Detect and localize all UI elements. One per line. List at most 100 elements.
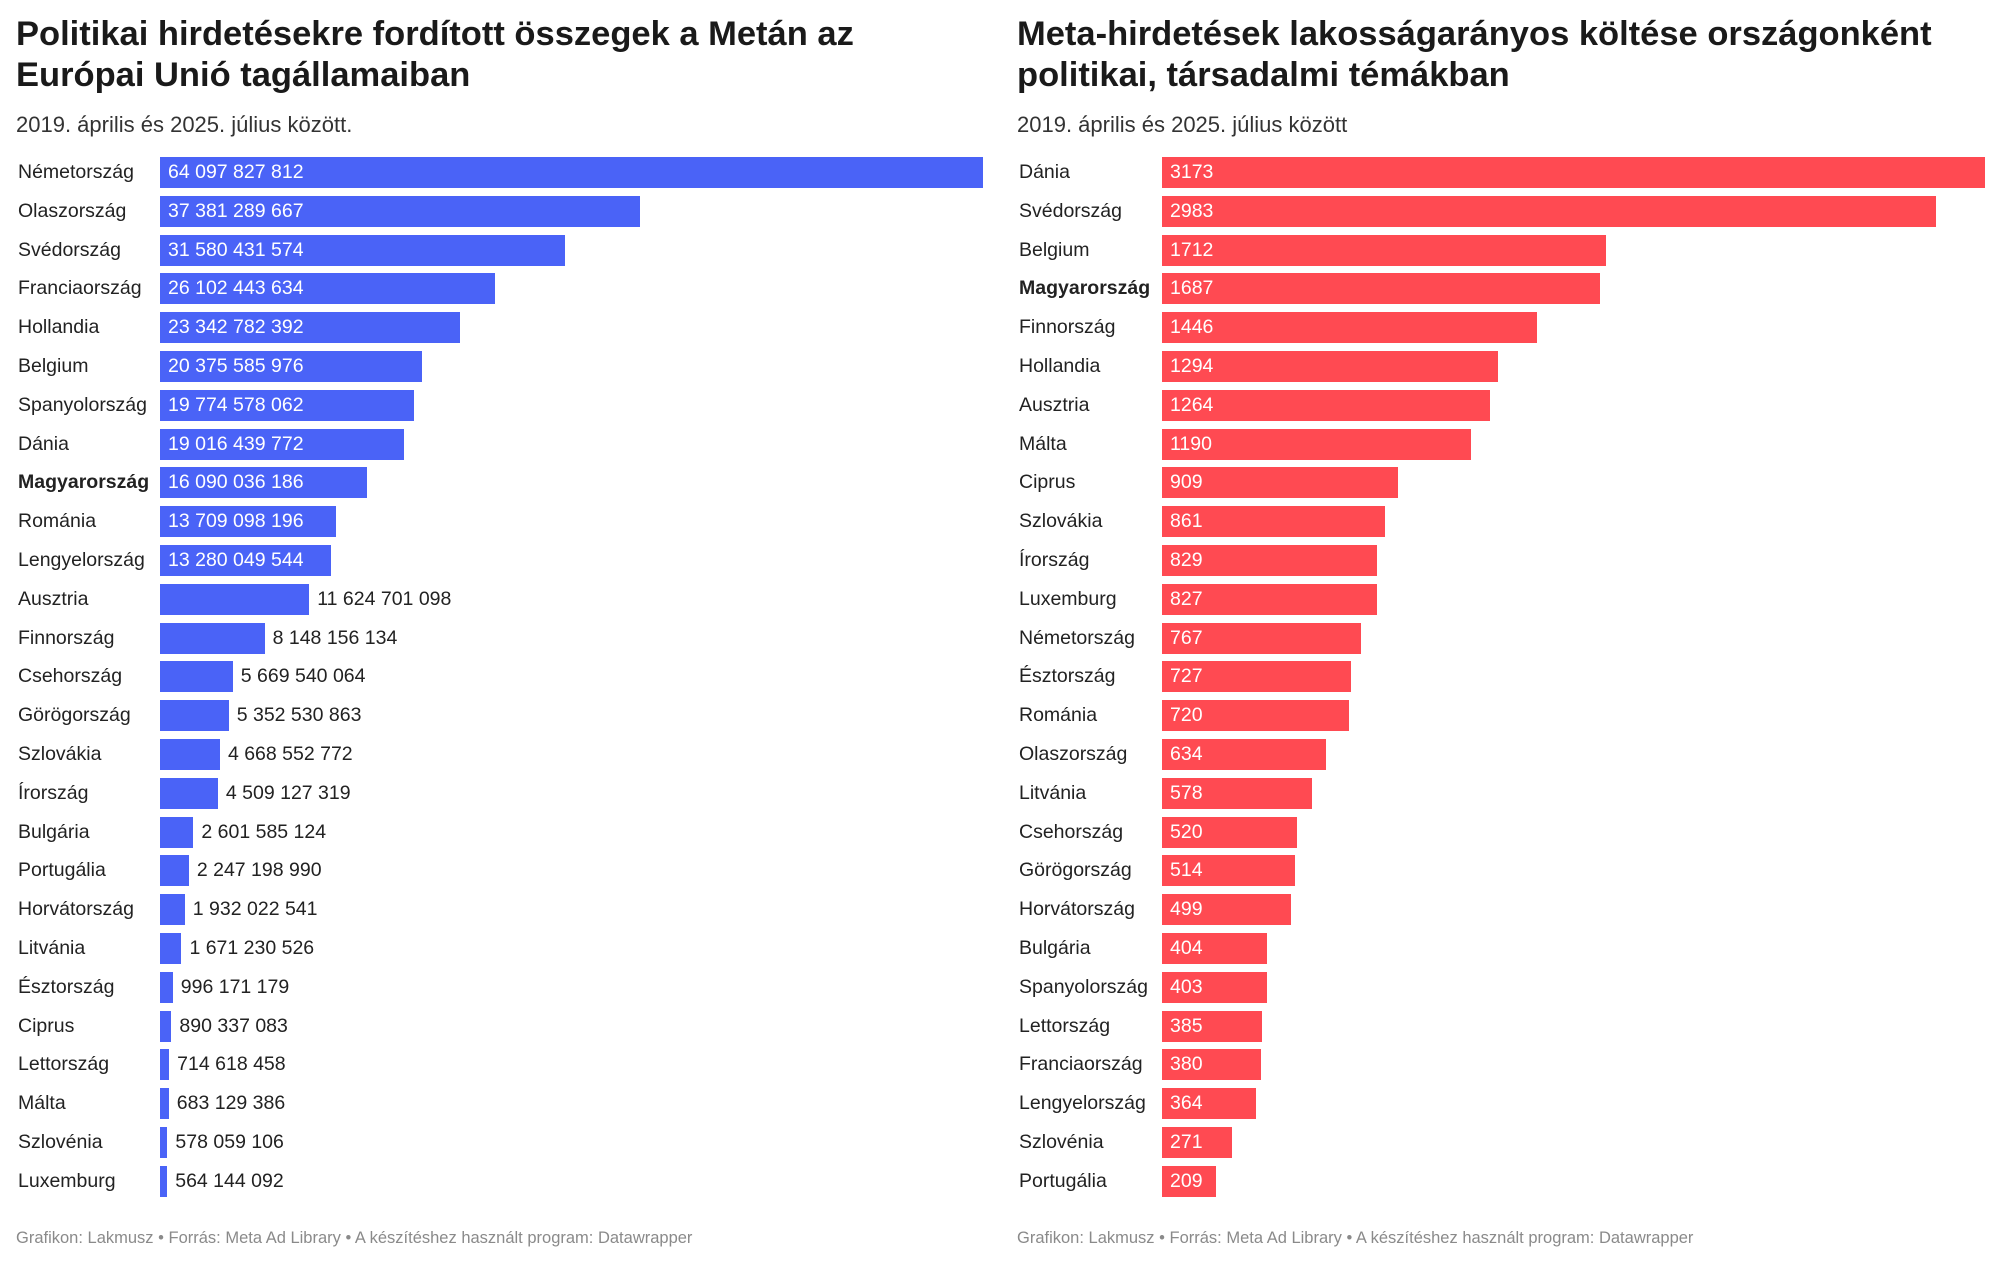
category-label: Németország xyxy=(1019,626,1135,649)
value-label: 4 668 552 772 xyxy=(227,743,353,765)
category-label: Románia xyxy=(18,510,97,533)
category-label: Málta xyxy=(18,1092,66,1115)
category-label: Szlovákia xyxy=(1019,510,1103,533)
value-label: 634 xyxy=(1170,743,1203,765)
category-label: Lengyelország xyxy=(1019,1092,1146,1115)
value-label: 890 337 083 xyxy=(179,1014,288,1037)
value-label: 514 xyxy=(1170,859,1203,882)
category-label: Észtország xyxy=(18,975,115,998)
bar xyxy=(1162,661,1351,693)
category-label: Portugália xyxy=(18,859,106,882)
bar xyxy=(1162,312,1538,344)
category-label: Málta xyxy=(1019,432,1067,455)
value-label: 564 144 092 xyxy=(175,1169,284,1192)
value-label: 727 xyxy=(1170,665,1203,688)
bar xyxy=(1162,234,1607,266)
category-label: Ciprus xyxy=(1019,471,1076,494)
category-label: Dánia xyxy=(18,432,69,455)
value-label: 2 247 198 990 xyxy=(196,859,322,882)
value-label: 209 xyxy=(1170,1169,1203,1192)
bar xyxy=(1162,467,1398,499)
bar xyxy=(1162,894,1292,926)
category-label: Belgium xyxy=(18,355,89,377)
bar-row: Magyarország 16 090 036 186 xyxy=(16,465,1006,500)
bar-row: Belgium 1712 xyxy=(1017,233,2000,268)
value-label: 380 xyxy=(1170,1053,1203,1076)
bar xyxy=(1162,855,1296,887)
category-label: Litvánia xyxy=(1019,781,1087,804)
value-label: 827 xyxy=(1170,587,1203,610)
bar-row: Luxemburg 827 xyxy=(1017,582,2000,617)
bar xyxy=(160,583,310,615)
bar-row: Málta 683 129 386 xyxy=(16,1086,1006,1121)
value-label: 23 342 782 392 xyxy=(168,316,304,339)
value-label: 767 xyxy=(1170,626,1203,649)
bar xyxy=(160,273,496,305)
bar xyxy=(1162,583,1377,615)
chart-subtitle: 2019. április és 2025. július között xyxy=(1017,112,1348,137)
bar xyxy=(1162,428,1471,460)
bar xyxy=(1162,273,1600,305)
bar-row: Olaszország 37 381 289 667 xyxy=(16,194,1006,229)
bar xyxy=(1162,622,1361,654)
value-label: 404 xyxy=(1170,937,1203,959)
category-label: Ausztria xyxy=(1019,393,1090,416)
bar xyxy=(1162,351,1498,382)
bar-row: Svédország 31 580 431 574 xyxy=(16,233,1006,268)
category-label: Szlovénia xyxy=(18,1131,103,1153)
category-label: Horvátország xyxy=(1019,898,1135,921)
bar-row: Csehország 5 669 540 064 xyxy=(16,659,1006,694)
bar xyxy=(1162,971,1267,1003)
value-label: 31 580 431 574 xyxy=(168,238,304,261)
bar xyxy=(1162,545,1378,576)
bar-row: Dánia 3173 xyxy=(1017,155,2000,190)
value-label: 2 601 585 124 xyxy=(201,820,327,843)
chart-subtitle: 2019. április és 2025. július között. xyxy=(16,112,353,137)
category-label: Litvánia xyxy=(18,937,86,959)
value-label: 1687 xyxy=(1170,277,1214,300)
bar xyxy=(160,971,173,1003)
value-label: 909 xyxy=(1170,471,1203,494)
bar-row: Belgium 20 375 585 976 xyxy=(16,349,1006,384)
chart-title: Meta-hirdetések lakosságarányos költése … xyxy=(1017,15,1932,94)
bar-row: Észtország 727 xyxy=(1017,659,2000,694)
bar xyxy=(1162,700,1349,732)
value-label: 1 932 022 541 xyxy=(192,898,318,921)
bar-row: Bulgária 404 xyxy=(1017,931,2000,966)
category-label: Bulgária xyxy=(18,820,90,843)
bar xyxy=(160,506,337,538)
value-label: 385 xyxy=(1170,1014,1203,1037)
bar-row: Horvátország 1 932 022 541 xyxy=(16,892,1006,927)
value-label: 271 xyxy=(1170,1131,1203,1153)
category-label: Svédország xyxy=(18,238,121,261)
bar-row: Portugália 209 xyxy=(1017,1164,2000,1199)
bar-row: Németország 64 097 827 812 xyxy=(16,155,1006,190)
category-label: Finnország xyxy=(18,626,115,649)
category-label: Franciaország xyxy=(1019,1053,1143,1076)
bar xyxy=(1162,389,1490,421)
bar-row: Svédország 2983 xyxy=(1017,194,2000,229)
category-label: Belgium xyxy=(1019,238,1090,261)
category-label: Luxemburg xyxy=(18,1169,116,1192)
bar xyxy=(160,428,405,460)
bar xyxy=(160,816,194,848)
category-label: Görögország xyxy=(1019,859,1132,882)
category-label: Olaszország xyxy=(18,199,127,222)
category-label: Írország xyxy=(1019,549,1090,571)
bar xyxy=(1162,1049,1261,1081)
bar-row: Németország 767 xyxy=(1017,621,2000,656)
bar xyxy=(160,545,331,576)
bar-row: Málta 1190 xyxy=(1017,427,2000,462)
bar xyxy=(160,622,265,654)
value-label: 19 016 439 772 xyxy=(168,432,304,455)
bar-row: Szlovákia 4 668 552 772 xyxy=(16,737,1006,772)
bar-row: Bulgária 2 601 585 124 xyxy=(16,815,1006,850)
bar xyxy=(1162,933,1267,964)
bar xyxy=(1162,777,1312,809)
value-label: 714 618 458 xyxy=(177,1053,286,1076)
category-label: Szlovákia xyxy=(18,743,102,765)
value-label: 403 xyxy=(1170,975,1203,998)
category-label: Németország xyxy=(18,161,134,183)
bar xyxy=(1162,157,1985,188)
bar-row: Franciaország 380 xyxy=(1017,1047,2000,1082)
